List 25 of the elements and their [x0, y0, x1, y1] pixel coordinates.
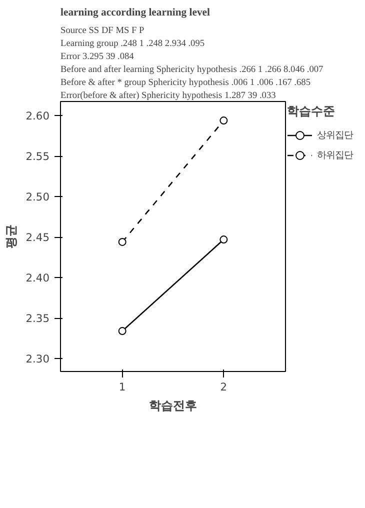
x-tick-label: 1	[118, 380, 126, 394]
text: Learning group .248 1 .248 2.934 .095	[60, 39, 205, 49]
point	[220, 116, 228, 125]
point	[220, 236, 228, 244]
y-tick-label: 2.50	[26, 190, 50, 204]
x-axis-title: 학습전후	[149, 398, 197, 412]
point	[118, 238, 126, 246]
legend-label: 하위집단	[317, 148, 353, 162]
y-tick-label: 2.30	[26, 352, 50, 366]
x-tick-label: 2	[220, 380, 228, 394]
y-tick-label: 2.35	[26, 312, 50, 326]
legend-title: 학습수준	[287, 103, 336, 120]
y-tick-label: 2.55	[26, 150, 50, 164]
y-tick-label: 2.40	[26, 272, 50, 285]
y-tick-label: 2.60	[26, 110, 50, 123]
point	[118, 327, 126, 336]
text: Before and after learning Sphericity hypothesis .266 1 .266 8.046 .007	[60, 65, 324, 75]
y-axis-title: 평균	[4, 224, 18, 248]
y-tick-label: 2.45	[26, 231, 50, 244]
legend-label: 상위집단	[317, 128, 353, 142]
text: Error(before & after) Sphericity hypothesis 1.287 39 .033	[60, 91, 276, 101]
source-note: Source SS DF MS F P	[60, 26, 144, 36]
text: Before & after * group Sphericity hypothesis .006 1 .006 .167 .685	[60, 78, 311, 88]
text: Error 3.295 39 .084	[60, 52, 134, 62]
chart-title: learning according learning level	[60, 8, 210, 18]
